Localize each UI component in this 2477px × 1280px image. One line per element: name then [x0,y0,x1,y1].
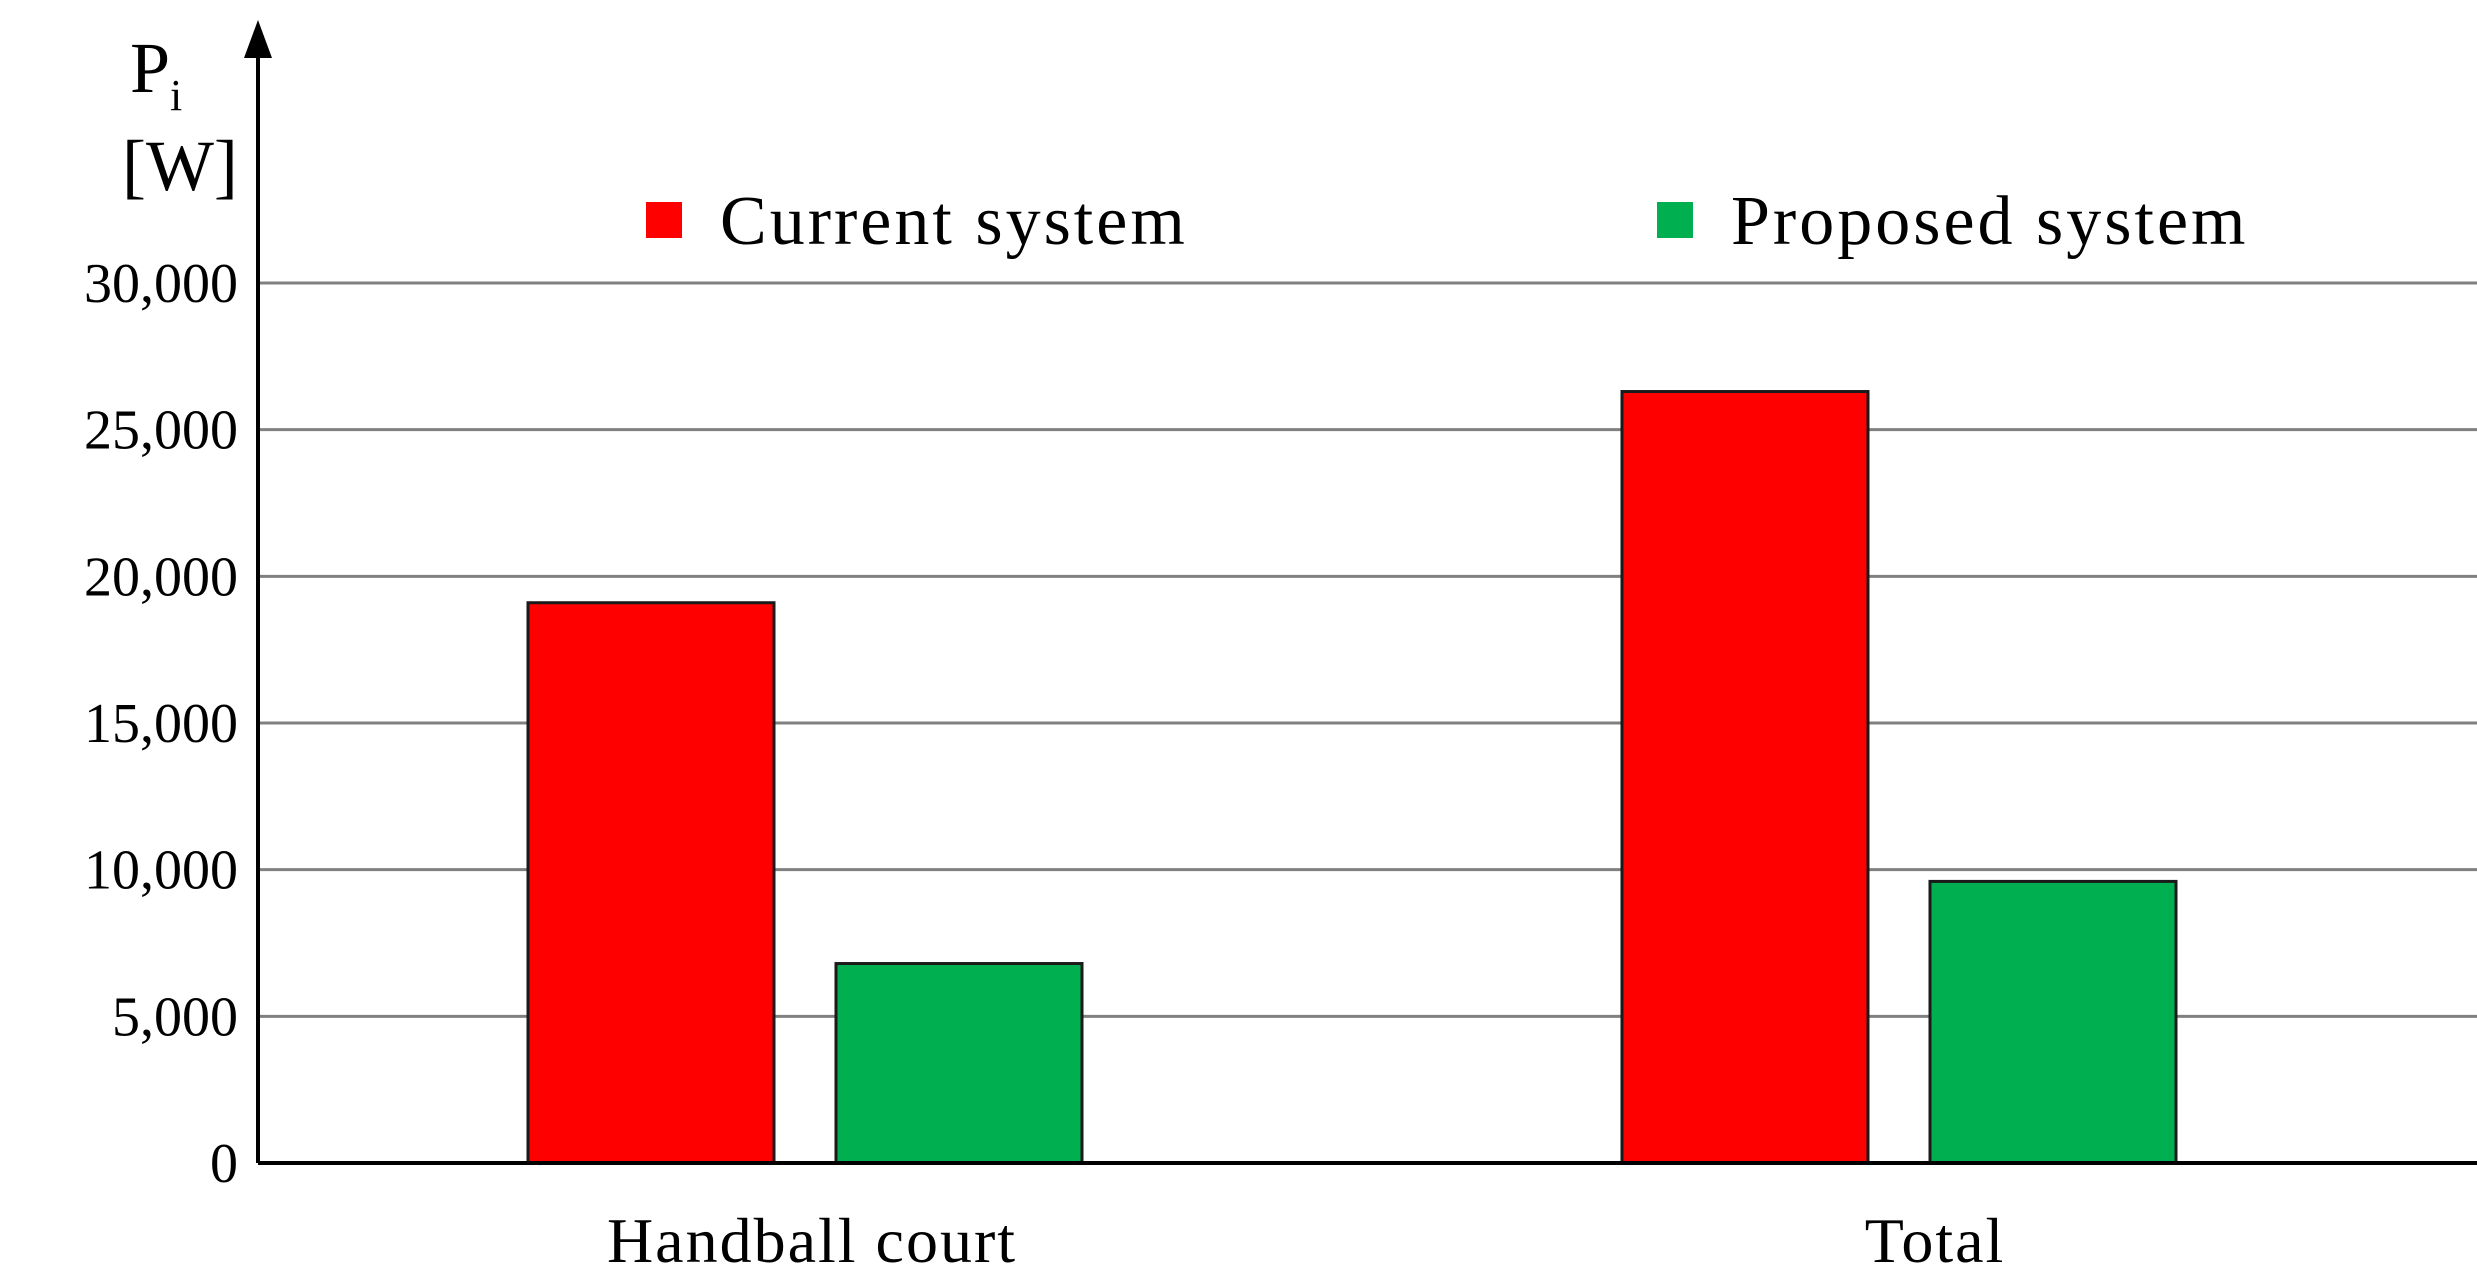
y-tick-label: 10,000 [84,840,238,902]
y-axis-label: Pi [130,28,182,120]
x-category-labels: Handball court Total [607,1205,2006,1276]
y-tick-labels: 0 5,000 10,000 15,000 20,000 25,000 30,000 [84,253,238,1195]
y-tick-label: 15,000 [84,693,238,755]
bar [526,601,776,1165]
x-category-label: Total [1865,1205,2006,1276]
legend-swatch [646,202,682,238]
y-tick-label: 0 [210,1133,238,1195]
legend-label: Proposed system [1731,183,2249,260]
bar [1620,390,1870,1165]
bar [1928,879,2178,1165]
y-axis-label-symbol: P [130,28,170,108]
y-tick-label: 25,000 [84,400,238,462]
x-category-label: Handball court [607,1205,1017,1276]
y-axis-arrow-icon [244,20,272,58]
bars [526,390,2178,1165]
y-axis-unit: [W] [122,126,238,206]
legend: Current system Proposed system [646,183,2249,260]
legend-label: Current system [720,183,1188,260]
y-tick-label: 30,000 [84,253,238,315]
y-tick-label: 5,000 [112,986,238,1048]
y-tick-label: 20,000 [84,546,238,608]
bar [834,962,1084,1165]
y-axis-label-subscript: i [170,71,182,120]
legend-swatch [1657,202,1693,238]
